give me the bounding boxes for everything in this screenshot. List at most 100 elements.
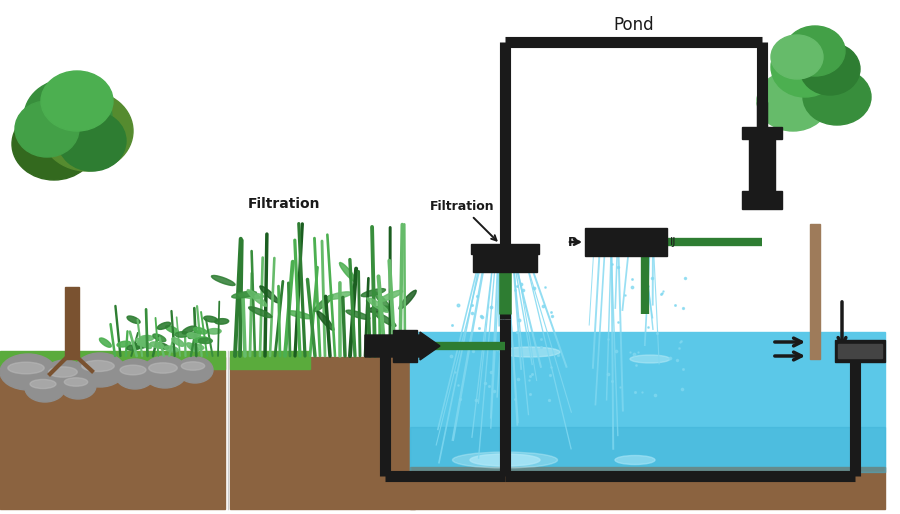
- Ellipse shape: [346, 310, 370, 319]
- Bar: [0, 357, 225, 509]
- Ellipse shape: [190, 344, 203, 350]
- Ellipse shape: [176, 332, 189, 337]
- Ellipse shape: [198, 338, 212, 343]
- Ellipse shape: [186, 343, 199, 352]
- Ellipse shape: [248, 290, 266, 306]
- Text: Filtration: Filtration: [430, 200, 497, 241]
- Ellipse shape: [138, 336, 149, 345]
- Ellipse shape: [615, 455, 655, 465]
- Ellipse shape: [361, 289, 385, 297]
- Ellipse shape: [775, 43, 855, 115]
- Ellipse shape: [117, 341, 130, 347]
- Ellipse shape: [115, 359, 155, 389]
- Bar: [757, 102, 767, 127]
- Ellipse shape: [194, 327, 207, 334]
- Ellipse shape: [75, 353, 125, 387]
- Ellipse shape: [183, 326, 195, 334]
- Ellipse shape: [120, 365, 146, 375]
- Ellipse shape: [140, 340, 151, 348]
- Ellipse shape: [453, 452, 557, 468]
- Text: P: P: [568, 235, 577, 248]
- Ellipse shape: [172, 338, 184, 346]
- Ellipse shape: [166, 326, 178, 333]
- Bar: [65, 287, 79, 359]
- Bar: [810, 224, 820, 359]
- Ellipse shape: [132, 343, 146, 348]
- Bar: [230, 351, 310, 369]
- Ellipse shape: [24, 79, 112, 155]
- Ellipse shape: [470, 454, 540, 466]
- Ellipse shape: [127, 344, 140, 351]
- Ellipse shape: [248, 307, 272, 318]
- Ellipse shape: [800, 43, 860, 95]
- Ellipse shape: [30, 379, 56, 389]
- Ellipse shape: [803, 69, 871, 125]
- Ellipse shape: [127, 316, 140, 323]
- Ellipse shape: [82, 360, 114, 372]
- Ellipse shape: [367, 298, 388, 313]
- Ellipse shape: [374, 313, 396, 326]
- Ellipse shape: [188, 331, 201, 339]
- Ellipse shape: [771, 35, 823, 79]
- Ellipse shape: [288, 311, 312, 319]
- Ellipse shape: [399, 290, 417, 309]
- Ellipse shape: [231, 291, 256, 298]
- Ellipse shape: [771, 37, 839, 97]
- Ellipse shape: [41, 71, 113, 131]
- Ellipse shape: [630, 355, 670, 363]
- Ellipse shape: [260, 286, 279, 303]
- Ellipse shape: [187, 333, 201, 339]
- Ellipse shape: [203, 316, 218, 322]
- Ellipse shape: [367, 306, 392, 312]
- Bar: [410, 332, 885, 472]
- Text: IJ: IJ: [670, 237, 677, 247]
- Bar: [410, 427, 885, 472]
- Ellipse shape: [156, 343, 169, 350]
- Bar: [835, 340, 885, 362]
- Ellipse shape: [327, 292, 352, 299]
- Ellipse shape: [12, 108, 96, 180]
- Ellipse shape: [150, 342, 164, 348]
- Ellipse shape: [177, 357, 213, 383]
- Ellipse shape: [374, 292, 392, 311]
- Ellipse shape: [41, 91, 133, 171]
- Text: Filtration: Filtration: [248, 197, 320, 211]
- Bar: [471, 244, 539, 254]
- Ellipse shape: [0, 354, 56, 390]
- Ellipse shape: [140, 336, 154, 341]
- FancyArrow shape: [365, 332, 440, 360]
- Ellipse shape: [165, 346, 178, 352]
- Ellipse shape: [317, 311, 334, 331]
- Bar: [742, 191, 782, 209]
- Ellipse shape: [136, 338, 148, 347]
- Ellipse shape: [785, 26, 845, 76]
- Bar: [742, 127, 782, 139]
- Bar: [0, 351, 225, 369]
- Bar: [585, 228, 667, 256]
- Ellipse shape: [64, 378, 87, 386]
- Bar: [749, 138, 775, 196]
- Ellipse shape: [207, 328, 221, 334]
- Ellipse shape: [500, 347, 560, 357]
- Ellipse shape: [15, 101, 79, 157]
- Ellipse shape: [8, 362, 44, 374]
- Ellipse shape: [314, 295, 333, 311]
- Ellipse shape: [757, 71, 829, 131]
- Bar: [473, 250, 537, 272]
- Bar: [393, 330, 417, 362]
- Ellipse shape: [215, 319, 229, 324]
- Ellipse shape: [181, 362, 204, 370]
- Bar: [838, 344, 882, 358]
- Ellipse shape: [153, 334, 166, 342]
- Ellipse shape: [380, 290, 402, 301]
- Ellipse shape: [25, 374, 65, 402]
- Bar: [410, 467, 885, 509]
- Ellipse shape: [148, 363, 177, 373]
- Ellipse shape: [238, 293, 264, 299]
- Ellipse shape: [43, 360, 87, 392]
- Ellipse shape: [143, 356, 187, 388]
- Ellipse shape: [158, 322, 171, 329]
- Ellipse shape: [49, 367, 77, 377]
- Text: Pond: Pond: [613, 16, 653, 34]
- Ellipse shape: [339, 263, 356, 282]
